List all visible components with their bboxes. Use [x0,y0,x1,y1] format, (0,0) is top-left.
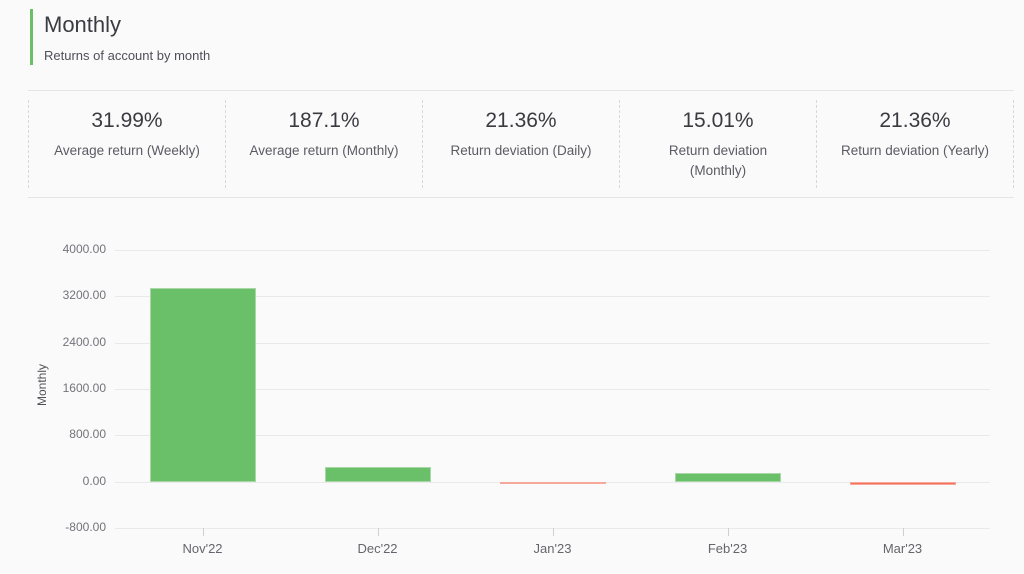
stat-label: Return deviation (Daily) [450,143,592,158]
x-axis-tick [202,528,204,536]
x-axis-label: Feb'23 [707,541,748,556]
page-title: Monthly [44,12,122,37]
stat-value: 15.01% [682,109,754,132]
monthly-returns-chart: Monthly -800.00 0.00 800.00 1600.00 2400.00 3… [0,230,1024,574]
x-axis-label: Jan'23 [533,541,572,556]
y-tick-label: 1600.00 [62,381,106,395]
stat-label: Return deviation (Monthly) [668,143,768,179]
x-axis-tick [552,528,554,536]
y-tick-label: 4000.00 [62,242,106,256]
y-gridline [115,250,990,251]
y-tick-label: 3200.00 [62,288,106,303]
x-axis-tick [727,528,729,536]
stat-card-average-return-monthly: 187.1% Average return (Monthly) [225,100,422,188]
bar-dec22[interactable] [324,467,431,482]
stat-value: 31.99% [91,109,163,132]
y-tick-label: 2400.00 [62,334,106,349]
stat-card-return-deviation-yearly: 21.36% Return deviation (Yearly) [816,100,1014,188]
stat-card-return-deviation-daily: 21.36% Return deviation (Daily) [422,100,619,188]
y-gridline [115,342,990,344]
stat-value: 187.1% [288,109,360,132]
y-tick-label: -800.00 [65,520,106,534]
y-tick-label: 800.00 [69,427,106,442]
stat-label: Average return (Monthly) [249,143,399,158]
y-gridline [115,435,990,437]
y-gridline [115,296,990,298]
stat-value: 21.36% [879,109,951,132]
bar-jan23[interactable] [499,481,606,484]
x-axis-tick [902,528,904,536]
x-axis-label: Dec'22 [357,541,398,556]
page-subtitle: Returns of account by month [44,47,211,63]
y-gridline [115,389,990,390]
stat-label: Return deviation (Yearly) [840,143,990,158]
stats-strip: 31.99% Average return (Weekly) 187.1% Av… [28,90,1014,198]
bar-mar23[interactable] [849,481,956,485]
bar-feb23[interactable] [674,472,781,482]
x-axis-label: Mar'23 [882,541,923,556]
stat-value: 21.36% [485,109,557,132]
stat-card-return-deviation-monthly: 15.01% Return deviation (Monthly) [619,100,816,188]
stat-card-average-return-weekly: 31.99% Average return (Weekly) [28,100,225,188]
section-header: Monthly Returns of account by month [30,9,210,65]
x-axis-label: Nov'22 [182,541,223,556]
stat-label: Average return (Weekly) [54,143,200,158]
x-axis-tick [377,528,379,536]
y-tick-label: 0.00 [82,473,106,488]
bar-nov22[interactable] [149,288,256,482]
